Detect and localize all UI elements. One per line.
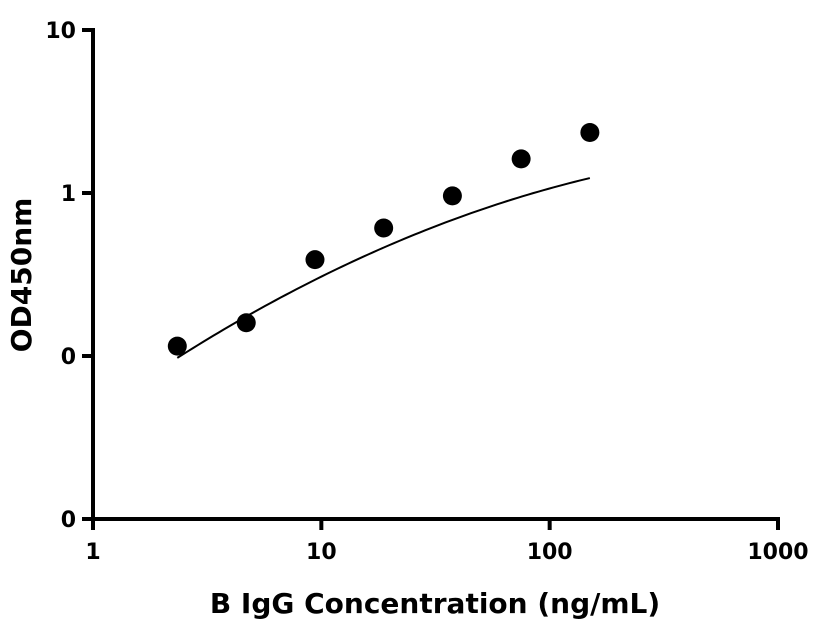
data-point [511,149,531,169]
data-point [374,218,394,238]
y-tick-label: 0 [61,345,76,370]
x-tick-label: 1000 [747,540,808,565]
fit-curve [176,177,591,359]
data-point [442,186,462,206]
x-tick-label: 10 [306,540,337,565]
y-tick-label: 1 [61,182,76,207]
data-point [305,250,325,270]
y-axis-title: OD450nm [5,198,38,353]
data-points [167,123,600,356]
data-point [236,313,256,333]
x-tick-label: 100 [527,540,573,565]
y-tick-label: 10 [45,19,76,44]
y-tick-label: 0 [61,508,76,533]
data-point [580,123,600,143]
x-axis-title: B IgG Concentration (ng/mL) [210,587,660,620]
data-point [167,336,187,356]
x-tick-label: 1 [85,540,100,565]
